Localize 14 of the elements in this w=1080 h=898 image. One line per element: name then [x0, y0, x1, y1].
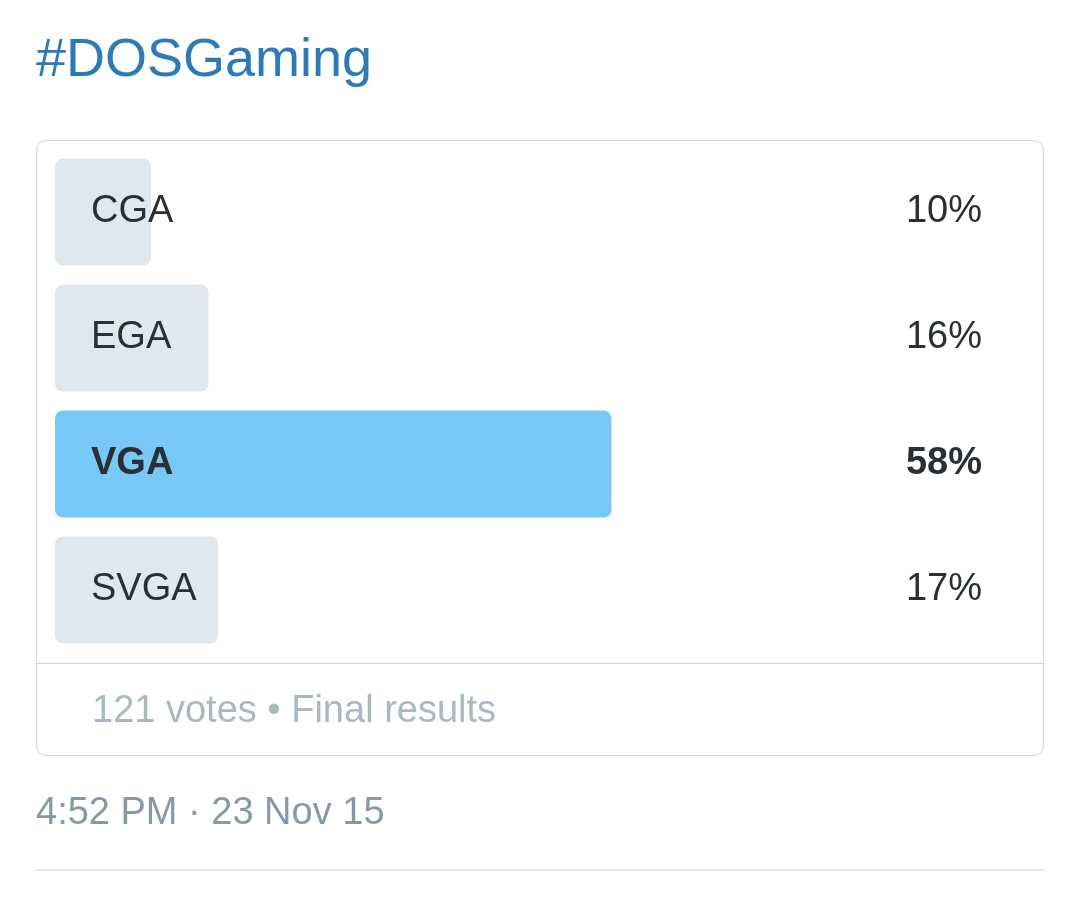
y-tick-label: EGA [91, 314, 172, 357]
y-tick-label: SVGA [91, 566, 198, 609]
bar [55, 536, 219, 644]
data-label: 16% [905, 314, 982, 357]
y-tick-label: CGA [91, 188, 174, 231]
bar [55, 284, 209, 392]
data-label: 17% [905, 566, 982, 609]
text: 121 votes • Final results [37, 663, 1043, 755]
bar [55, 410, 612, 518]
data-label: 58% [905, 440, 982, 483]
y-tick-label: VGA [91, 440, 174, 483]
text: 4:52 PM · 23 Nov 15 [36, 790, 386, 833]
chart-title: #DOSGaming [36, 26, 374, 89]
data-label: 10% [905, 188, 982, 231]
